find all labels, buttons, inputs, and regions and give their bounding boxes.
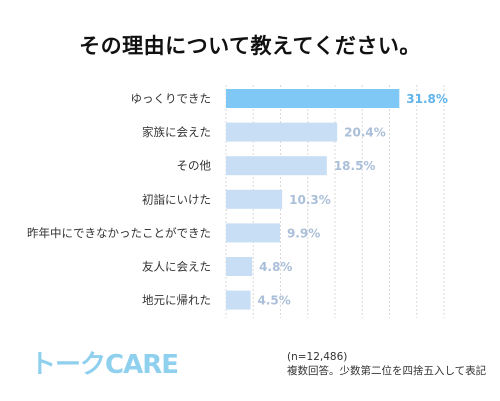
- category-label: 友人に会えた: [142, 260, 211, 274]
- chart-notes: (n=12,486) 複数回答。少数第二位を四捨五入して表記: [287, 350, 486, 378]
- bar: [226, 290, 251, 310]
- brand-logo: トークCARE: [30, 350, 179, 380]
- value-label: 10.3%: [289, 193, 331, 207]
- value-label: 20.4%: [344, 126, 386, 140]
- value-label: 31.8%: [406, 92, 448, 106]
- footnote: 複数回答。少数第二位を四捨五入して表記: [287, 365, 487, 377]
- bar: [226, 257, 253, 276]
- bar: [226, 156, 327, 176]
- bar: [226, 189, 283, 209]
- chart-title: その理由について教えてください。: [79, 34, 421, 58]
- category-label: 地元に帰れた: [142, 293, 211, 307]
- value-label: 18.5%: [334, 159, 376, 173]
- category-label: 初詣にいけた: [142, 192, 211, 206]
- category-label: 家族に会えた: [142, 125, 211, 139]
- bar: [226, 122, 338, 142]
- bar: [226, 89, 400, 108]
- category-label: 昨年中にできなかったことができた: [27, 226, 211, 240]
- category-label: その他: [177, 159, 212, 173]
- sample-size: (n=12,486): [287, 351, 348, 363]
- category-label: ゆっくりできた: [131, 92, 212, 106]
- bar: [226, 223, 280, 243]
- value-label: 9.9%: [287, 226, 320, 240]
- value-label: 4.5%: [258, 294, 291, 308]
- value-label: 4.8%: [259, 260, 292, 274]
